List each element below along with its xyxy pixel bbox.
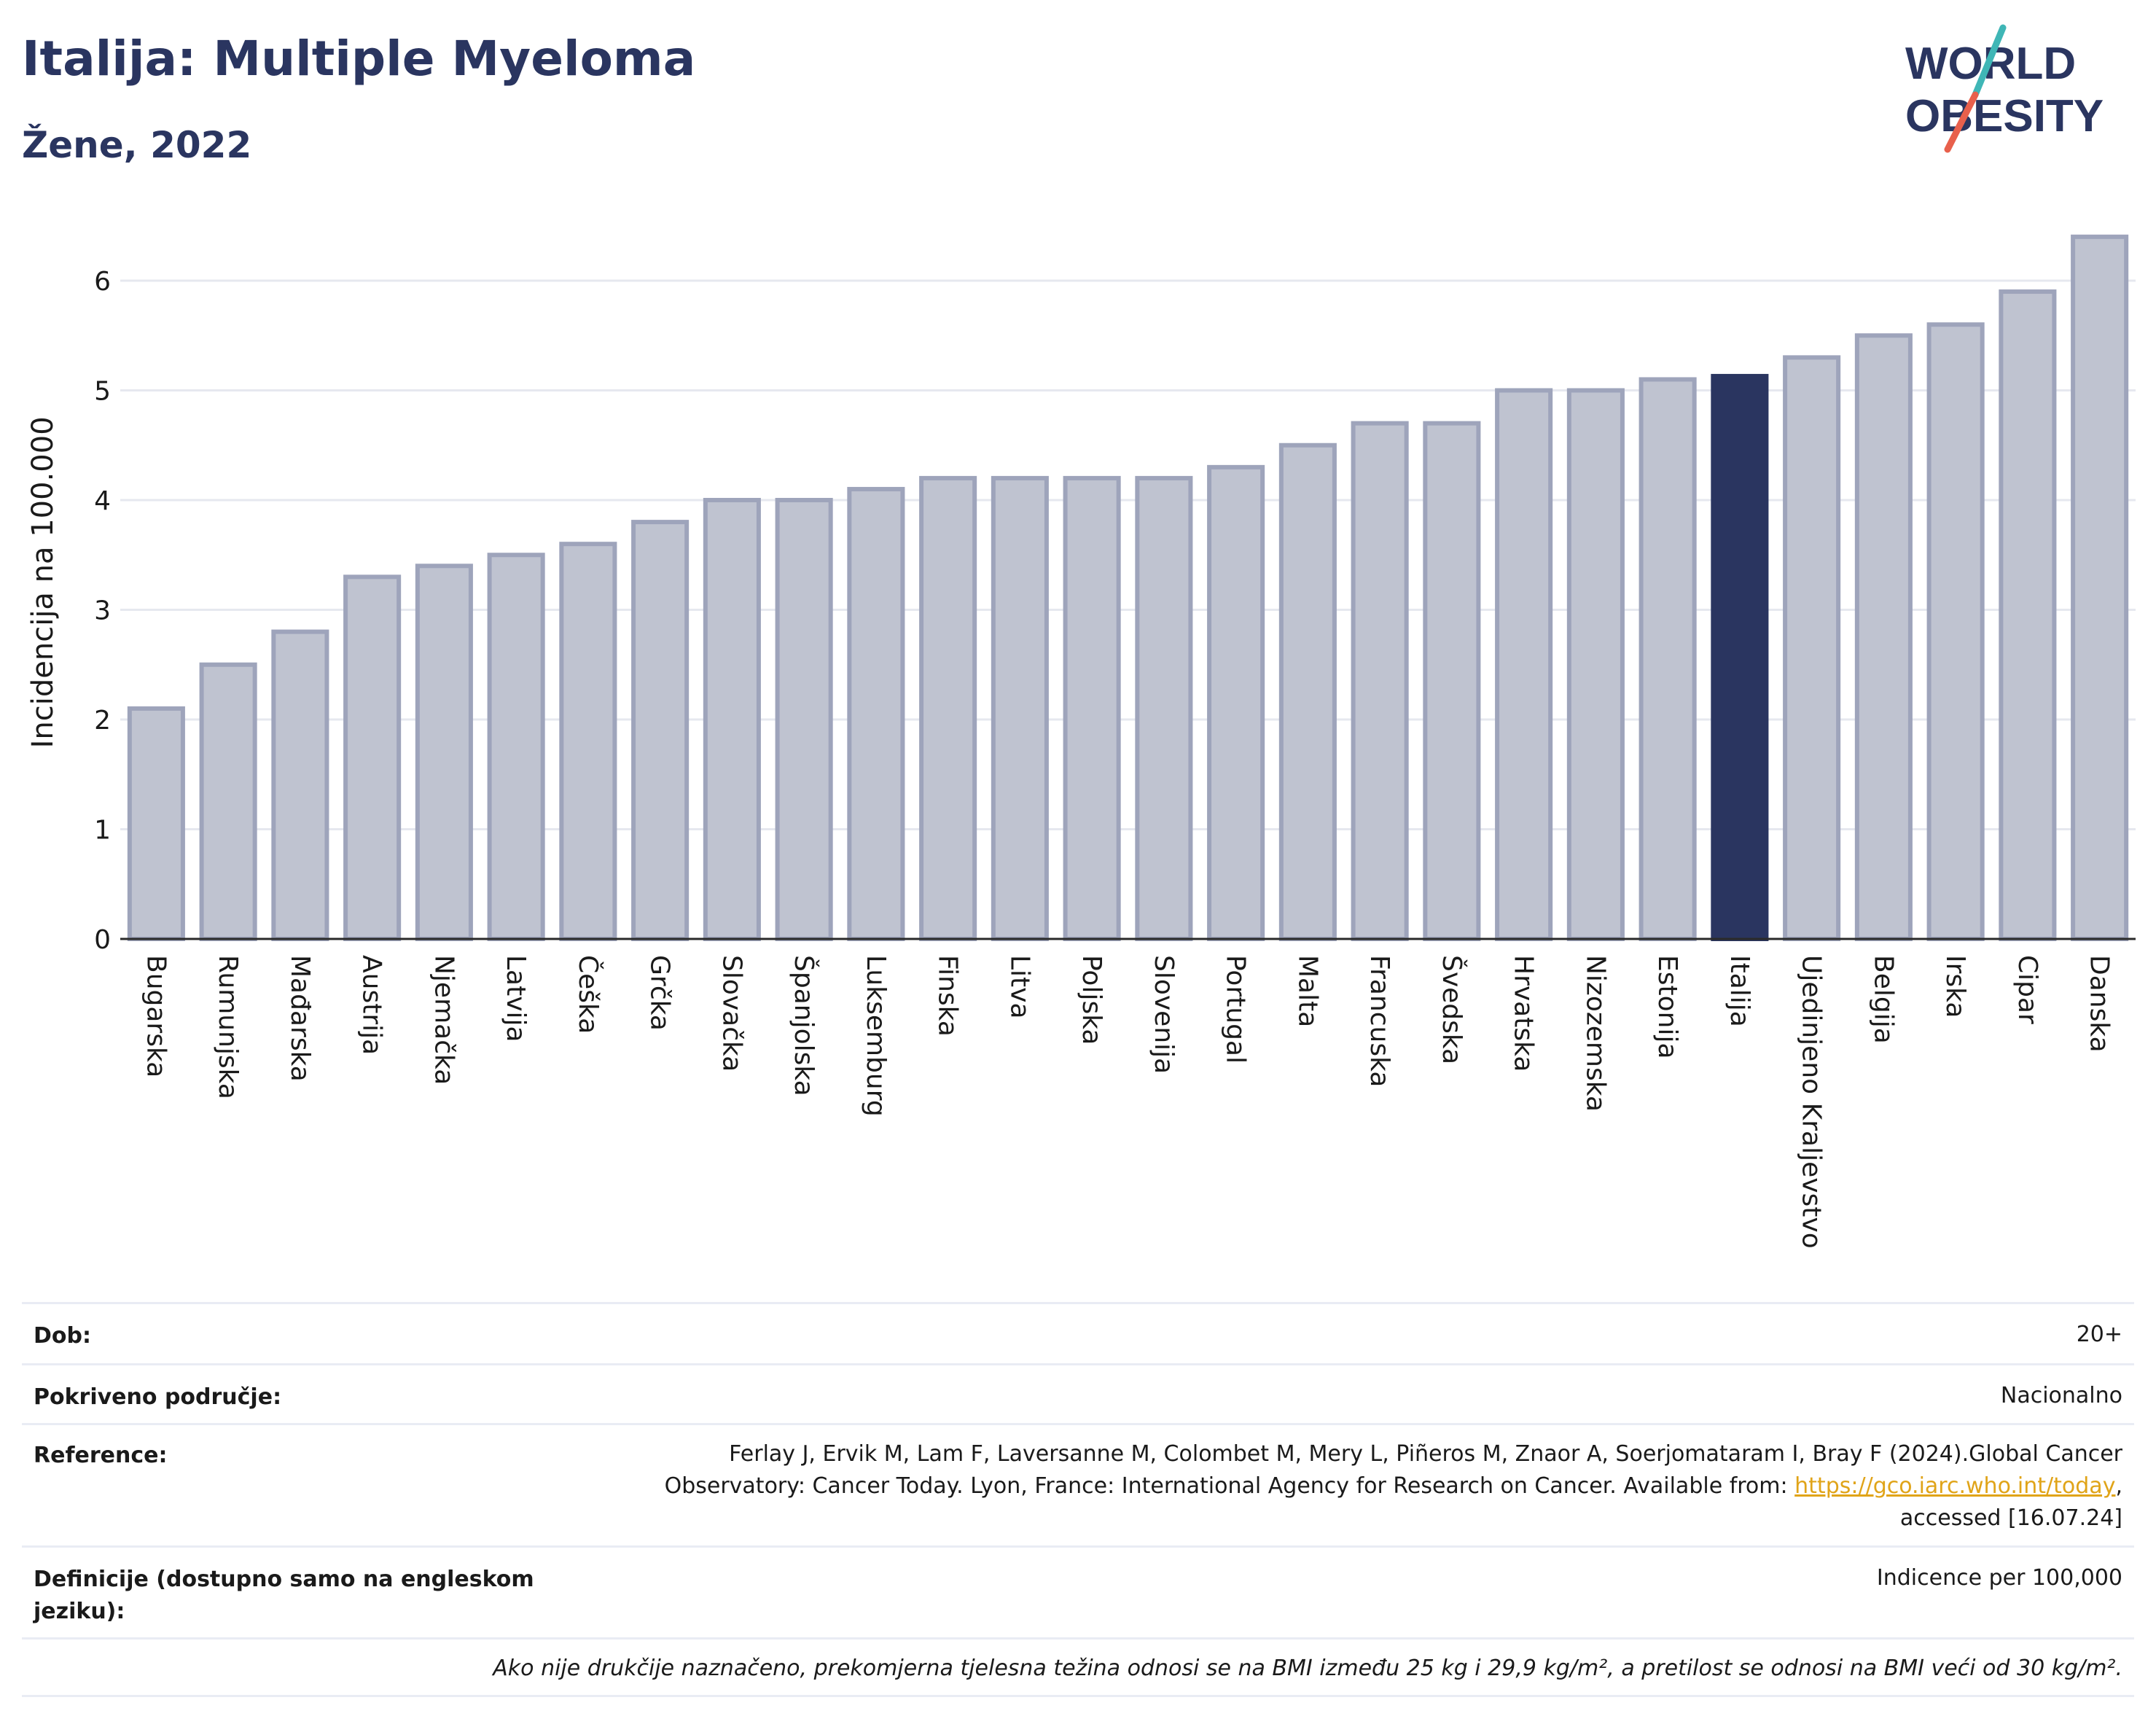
reference-line-2-suffix: ,	[2115, 1473, 2122, 1499]
info-row-coverage: Pokriveno područje: Nacionalno	[22, 1363, 2134, 1423]
bar	[127, 706, 185, 941]
bar	[271, 629, 329, 941]
definitions-label-line-2: jeziku):	[34, 1599, 125, 1624]
info-row-age: Dob: 20+	[22, 1302, 2134, 1363]
y-tick-label: 2	[94, 706, 111, 736]
x-tick-label: Finska	[933, 955, 963, 1037]
bar	[1926, 322, 1985, 941]
bar	[847, 486, 905, 941]
x-tick-label: Španjolska	[789, 955, 819, 1096]
bar	[1711, 373, 1769, 941]
y-tick-label: 4	[94, 486, 111, 516]
reference-text: Ferlay J, Ervik M, Lam F, Laversanne M, …	[665, 1438, 2122, 1535]
chart-subtitle: Žene, 2022	[22, 124, 252, 166]
bar	[1783, 355, 1841, 942]
info-row-reference: Reference: Ferlay J, Ervik M, Lam F, Lav…	[22, 1423, 2134, 1545]
y-tick-label: 6	[94, 267, 111, 297]
info-row-footnote: Ako nije drukčije naznačeno, prekomjerna…	[22, 1637, 2134, 1697]
x-tick-label: Švedska	[1437, 955, 1467, 1064]
bar	[631, 520, 690, 941]
x-tick-label: Ujedinjeno Kraljevstvo	[1797, 955, 1827, 1249]
x-tick-label: Irska	[1940, 955, 1970, 1018]
logo-slash-teal	[1972, 24, 2007, 98]
x-tick-label: Poljska	[1077, 955, 1106, 1045]
bar-chart: 0 1 2 3 4 5 6 Bugarska Rumunjska Mađarska Austrij…	[26, 234, 2136, 1249]
info-table: Dob: 20+ Pokriveno područje: Nacionalno …	[22, 1302, 2134, 1697]
x-tick-label: Bugarska	[141, 955, 171, 1077]
reference-link[interactable]: https://gco.iarc.who.int/today	[1794, 1473, 2116, 1499]
bar	[1999, 289, 2057, 941]
x-tick-label: Danska	[2085, 955, 2114, 1053]
y-axis-label: Incidencija na 100.000	[26, 416, 60, 748]
bar	[343, 574, 402, 941]
x-tick-label: Mađarska	[285, 955, 315, 1082]
coverage-value: Nacionalno	[2000, 1383, 2122, 1408]
x-tick-label: Litva	[1004, 955, 1034, 1019]
x-tick-label: Grčka	[645, 955, 675, 1031]
bar	[919, 475, 977, 941]
y-tick-label: 3	[94, 596, 111, 626]
x-tick-label: Luksemburg	[861, 955, 891, 1117]
bar	[703, 498, 761, 941]
bars	[127, 234, 2129, 942]
x-tick-label: Belgija	[1868, 955, 1898, 1044]
reference-label: Reference:	[34, 1443, 168, 1468]
y-axis-ticks: 0 1 2 3 4 5 6	[94, 267, 111, 955]
bar	[1495, 388, 1553, 941]
x-tick-label: Češka	[573, 955, 604, 1034]
bar	[1351, 421, 1409, 941]
logo-text-obesity: OBESITY	[1905, 91, 2104, 141]
x-tick-label: Latvija	[501, 955, 531, 1042]
x-tick-label: Estonija	[1652, 955, 1682, 1059]
definitions-label: Definicije (dostupno samo na engleskom j…	[34, 1564, 534, 1628]
x-axis-ticks: Bugarska Rumunjska Mađarska Austrija Njemačk…	[141, 955, 2114, 1249]
x-tick-label: Slovačka	[716, 955, 746, 1072]
x-tick-label: Francuska	[1364, 955, 1394, 1087]
info-row-definitions: Definicije (dostupno samo na engleskom j…	[22, 1545, 2134, 1637]
bar	[775, 498, 833, 941]
x-tick-label: Slovenija	[1149, 955, 1179, 1074]
bar	[991, 475, 1049, 941]
x-tick-label: Portugal	[1221, 955, 1251, 1064]
x-tick-label: Hrvatska	[1509, 955, 1539, 1072]
bar	[1423, 421, 1481, 941]
x-tick-label: Njemačka	[429, 955, 458, 1085]
bar	[199, 662, 257, 941]
bar	[1566, 388, 1625, 941]
reference-line-2: Observatory: Cancer Today. Lyon, France:…	[665, 1470, 2122, 1502]
reference-line-2-text: Observatory: Cancer Today. Lyon, France:…	[664, 1473, 1795, 1499]
x-tick-label: Austrija	[357, 955, 387, 1055]
chart-title: Italija: Multiple Myeloma	[22, 31, 696, 87]
y-tick-label: 5	[94, 377, 111, 407]
definitions-value: Indicence per 100,000	[1876, 1565, 2122, 1591]
y-tick-label: 0	[94, 925, 111, 955]
age-value: 20+	[2076, 1322, 2122, 1347]
logo-slash-red	[1944, 91, 1979, 153]
world-obesity-logo: WORLD OBESITY	[1905, 24, 2104, 153]
bar	[1063, 475, 1121, 941]
bar	[415, 564, 473, 941]
bar	[1278, 442, 1337, 941]
bar	[1135, 475, 1193, 941]
age-label: Dob:	[34, 1323, 91, 1349]
reference-line-1: Ferlay J, Ervik M, Lam F, Laversanne M, …	[729, 1441, 2122, 1467]
x-tick-label: Nizozemska	[1580, 955, 1610, 1112]
x-tick-label: Italija	[1725, 955, 1754, 1027]
bar	[1639, 377, 1697, 941]
bar	[1854, 333, 1913, 941]
bar	[2071, 234, 2129, 941]
bar	[487, 553, 545, 941]
definitions-label-line-1: Definicije (dostupno samo na engleskom	[34, 1567, 534, 1592]
bar	[1207, 464, 1265, 941]
y-tick-label: 1	[94, 816, 111, 846]
x-tick-label: Cipar	[2012, 955, 2042, 1024]
x-tick-label: Rumunjska	[213, 955, 243, 1099]
footnote: Ako nije drukčije naznačeno, prekomjerna…	[493, 1656, 2122, 1681]
reference-line-3: accessed [16.07.24]	[1899, 1505, 2122, 1531]
x-tick-label: Malta	[1292, 955, 1322, 1027]
bar	[559, 542, 617, 941]
coverage-label: Pokriveno područje:	[34, 1384, 282, 1410]
